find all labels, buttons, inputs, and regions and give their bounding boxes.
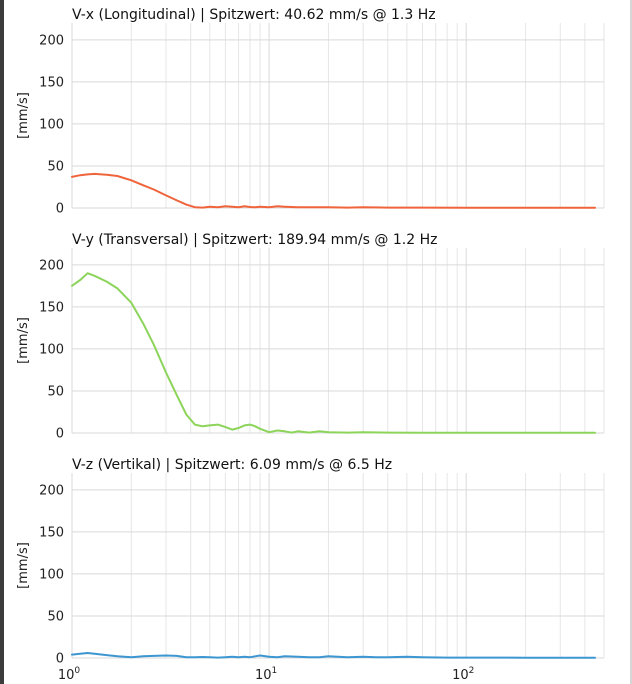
y-axis-label: [mm/s]: [16, 317, 31, 364]
grid-lines: [71, 248, 605, 434]
y-tick-label: 0: [56, 427, 64, 442]
chart-title: V-z (Vertikal) | Spitzwert: 6.09 mm/s @ …: [72, 457, 392, 473]
y-tick-label: 50: [47, 609, 64, 624]
y-tick-label: 200: [39, 33, 64, 48]
x-tick-label: 100: [58, 666, 81, 683]
y-tick-label: 100: [39, 117, 64, 132]
x-tick-label: 102: [452, 666, 474, 683]
chart-panel-3: 0 50 100 150 200 [mm/s] V-z (Vertikal) | Spitz…: [16, 457, 605, 683]
y-tick-label: 150: [39, 525, 64, 540]
y-tick-label: 100: [39, 342, 64, 357]
y-axis-label: [mm/s]: [16, 92, 31, 139]
y-tick-label: 0: [56, 652, 64, 667]
y-tick-label: 200: [39, 483, 64, 498]
y-tick-label: 150: [39, 300, 64, 315]
chart-title: V-x (Longitudinal) | Spitzwert: 40.62 mm…: [72, 7, 436, 23]
y-tick-label: 0: [56, 202, 64, 217]
y-tick-label: 150: [39, 75, 64, 90]
series-line-1: [71, 652, 596, 659]
y-tick-label: 50: [47, 159, 64, 174]
chart-title: V-y (Transversal) | Spitzwert: 189.94 mm…: [72, 232, 437, 248]
chart-panel-1: 0 50 100 150 200 [mm/s] V-x (Longitudinal) | S…: [16, 7, 605, 217]
y-tick-label: 100: [39, 567, 64, 582]
y-tick-label: 50: [47, 384, 64, 399]
series-line-1: [71, 272, 596, 434]
window-left-border: [0, 0, 4, 684]
chart-panel-2: 0 50 100 150 200 [mm/s] V-y (Transversal) | Sp…: [16, 232, 605, 442]
grid-lines: [71, 473, 605, 659]
series-line-1: [71, 172, 596, 209]
y-axis-label: [mm/s]: [16, 542, 31, 589]
y-tick-label: 200: [39, 258, 64, 273]
window-right-border: [630, 0, 632, 684]
grid-lines: [71, 23, 605, 209]
x-tick-label: 101: [255, 666, 277, 683]
